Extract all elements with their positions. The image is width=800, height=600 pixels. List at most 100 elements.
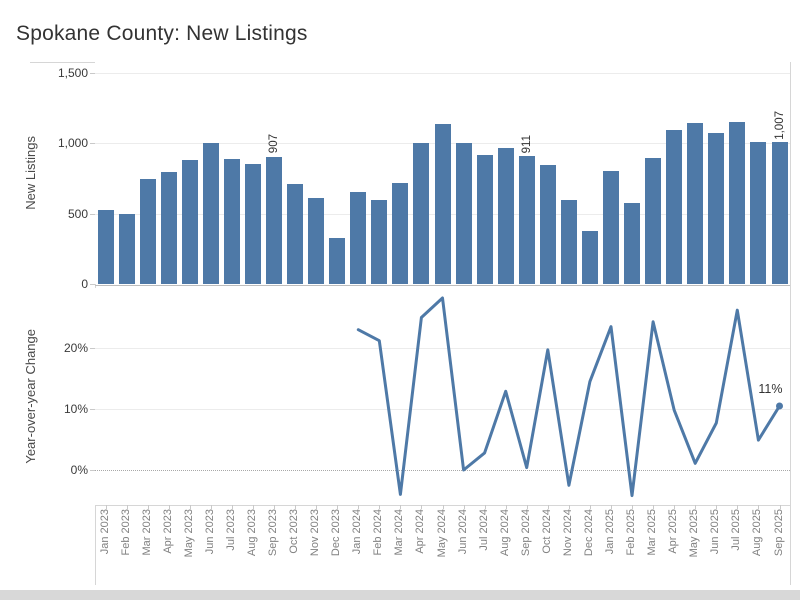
bar-sep-2023	[266, 156, 282, 284]
ytick-mark-0	[90, 284, 95, 285]
bar-oct-2023	[287, 184, 304, 284]
bar-mar-2025	[645, 158, 662, 284]
bar-jan-2023	[97, 209, 114, 284]
y-axis-title-box-top: New Listings	[20, 62, 42, 284]
xtick-label-mar-2025: Mar 2025	[646, 509, 659, 556]
yoy-line	[356, 296, 781, 498]
xtick-mark-10	[316, 505, 318, 509]
ytick-mark-500	[90, 213, 95, 215]
bar-aug-2024	[497, 148, 514, 284]
xtick-mark-3	[168, 505, 170, 509]
xtick-label-dec-2024: Dec 2024	[582, 509, 595, 557]
xtick-mark-30	[737, 505, 739, 509]
ytick-label-1,000: 1,000	[57, 136, 88, 151]
xtick-mark-17	[463, 505, 465, 509]
xtick-mark-26	[653, 505, 655, 509]
xtick-label-jan-2024: Jan 2024	[351, 509, 364, 555]
xtick-label-aug-2025: Aug 2025	[751, 509, 764, 557]
yoy-end-label: 11%	[758, 382, 782, 396]
xtick-mark-32	[779, 505, 781, 509]
xtick-label-jun-2024: Jun 2024	[456, 509, 469, 555]
bar-jul-2023	[223, 158, 240, 284]
xtick-label-mar-2024: Mar 2024	[393, 509, 406, 556]
xtick-mark-13	[379, 505, 381, 509]
bar-jun-2023	[202, 143, 219, 284]
xtick-mark-24	[611, 505, 612, 509]
xtick-mark-29	[716, 505, 718, 509]
xtick-mark-31	[758, 505, 760, 509]
panel-divider	[95, 285, 790, 286]
xtick-label-may-2024: May 2024	[435, 509, 448, 558]
xtick-mark-27	[674, 505, 676, 509]
xtick-label-jan-2023: Jan 2023	[98, 509, 111, 555]
xtick-mark-8	[274, 505, 275, 509]
xtick-mark-5	[210, 505, 212, 509]
ytick-mark-10%	[90, 409, 95, 410]
xtick-mark-20	[526, 505, 528, 509]
bar-dec-2024	[581, 230, 598, 284]
bar-apr-2023	[160, 171, 177, 284]
bar-sep-2024	[518, 155, 535, 284]
bar-sep-2025	[771, 142, 788, 284]
bar-mar-2023	[139, 178, 156, 284]
ytick-label-10%: 10%	[63, 402, 88, 416]
xtick-mark-9	[295, 505, 297, 509]
xtick-label-jun-2025: Jun 2025	[709, 509, 722, 555]
xtick-label-apr-2023: Apr 2023	[161, 509, 174, 554]
ytick-label-500: 500	[67, 206, 88, 221]
bar-jun-2025	[708, 132, 725, 284]
xtick-mark-25	[632, 505, 633, 509]
xtick-label-mar-2023: Mar 2023	[140, 509, 153, 556]
xtick-label-may-2025: May 2025	[688, 509, 701, 558]
xtick-label-apr-2025: Apr 2025	[667, 509, 680, 554]
xtick-label-feb-2024: Feb 2024	[372, 509, 385, 556]
bar-dec-2023	[329, 237, 346, 284]
xtick-mark-15	[421, 505, 423, 509]
xtick-mark-7	[253, 505, 254, 509]
xtick-label-aug-2023: Aug 2023	[246, 509, 258, 557]
xtick-mark-2	[147, 505, 149, 509]
xtick-label-feb-2025: Feb 2025	[625, 509, 637, 556]
page-title: Spokane County: New Listings	[16, 22, 308, 45]
xtick-label-sep-2023: Sep 2023	[267, 509, 279, 557]
line-chart-panel: 11%	[95, 288, 790, 505]
bar-oct-2024	[539, 164, 556, 284]
xtick-mark-22	[568, 505, 570, 509]
bar-aug-2025	[750, 141, 767, 284]
xtick-label-sep-2024: Sep 2024	[519, 509, 532, 557]
gridline-20%	[95, 348, 790, 349]
xtick-label-jan-2025: Jan 2025	[604, 509, 616, 555]
bar-feb-2025	[624, 203, 640, 284]
right-border	[790, 62, 791, 585]
yoy-line-chart: 11%	[356, 296, 783, 498]
bar-value-label-1,007: 1,007	[773, 110, 786, 140]
xtick-label-nov-2024: Nov 2024	[561, 509, 574, 557]
bar-jul-2025	[729, 121, 746, 284]
xtick-mark-1	[126, 505, 128, 509]
xtick-label-dec-2023: Dec 2023	[330, 509, 343, 557]
bar-apr-2024	[413, 143, 430, 284]
bar-nov-2023	[308, 198, 325, 284]
xtick-mark-14	[400, 505, 402, 509]
xtick-mark-28	[695, 505, 697, 509]
bar-chart-panel: 907 911 1,007	[95, 62, 790, 284]
xtick-label-jul-2025: Jul 2025	[730, 509, 743, 551]
bar-jan-2025	[603, 170, 619, 284]
xtick-mark-11	[337, 505, 339, 509]
gridline-0%	[95, 470, 790, 471]
xtick-label-oct-2023: Oct 2023	[288, 509, 301, 554]
ytick-mark-1,000	[90, 143, 95, 145]
xtick-mark-4	[189, 505, 191, 509]
xtick-label-aug-2024: Aug 2024	[498, 509, 511, 557]
bar-aug-2023	[245, 163, 261, 284]
xtick-mark-12	[358, 505, 360, 509]
ytick-label-0%: 0%	[70, 463, 88, 477]
xtick-label-nov-2023: Nov 2023	[309, 509, 322, 557]
bar-jun-2024	[455, 143, 472, 284]
xtick-label-sep-2025: Sep 2025	[772, 509, 785, 557]
ytick-label-20%: 20%	[63, 341, 88, 355]
bar-feb-2024	[371, 199, 388, 284]
xtick-label-oct-2024: Oct 2024	[540, 509, 553, 554]
xtick-label-apr-2024: Apr 2024	[414, 509, 427, 554]
ytick-mark-0%	[90, 470, 95, 471]
